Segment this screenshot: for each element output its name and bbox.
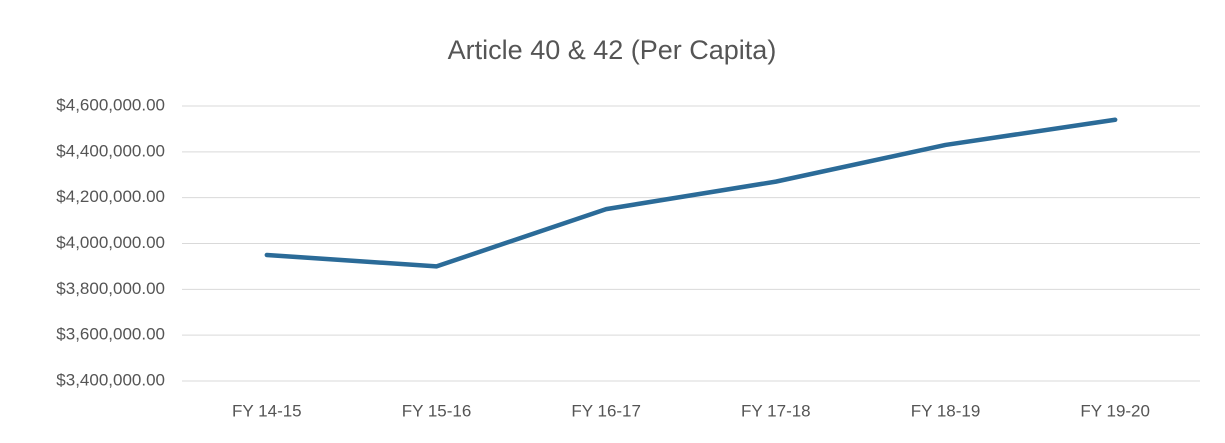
x-tick-label: FY 16-17 (571, 401, 641, 420)
x-tick-label: FY 15-16 (402, 401, 472, 420)
x-tick-label: FY 14-15 (232, 401, 302, 420)
x-tick-label: FY 19-20 (1080, 401, 1150, 420)
data-line (264, 117, 1118, 269)
y-tick-label: $4,000,000.00 (56, 233, 165, 252)
y-tick-label: $3,600,000.00 (56, 325, 165, 344)
y-tick-label: $4,600,000.00 (56, 95, 165, 114)
y-tick-label: $3,400,000.00 (56, 370, 165, 389)
y-tick-label: $3,800,000.00 (56, 279, 165, 298)
y-tick-label: $4,400,000.00 (56, 141, 165, 160)
x-tick-label: FY 18-19 (911, 401, 981, 420)
chart-title: Article 40 & 42 (Per Capita) (448, 35, 777, 65)
y-tick-label: $4,200,000.00 (56, 187, 165, 206)
x-tick-label: FY 17-18 (741, 401, 811, 420)
